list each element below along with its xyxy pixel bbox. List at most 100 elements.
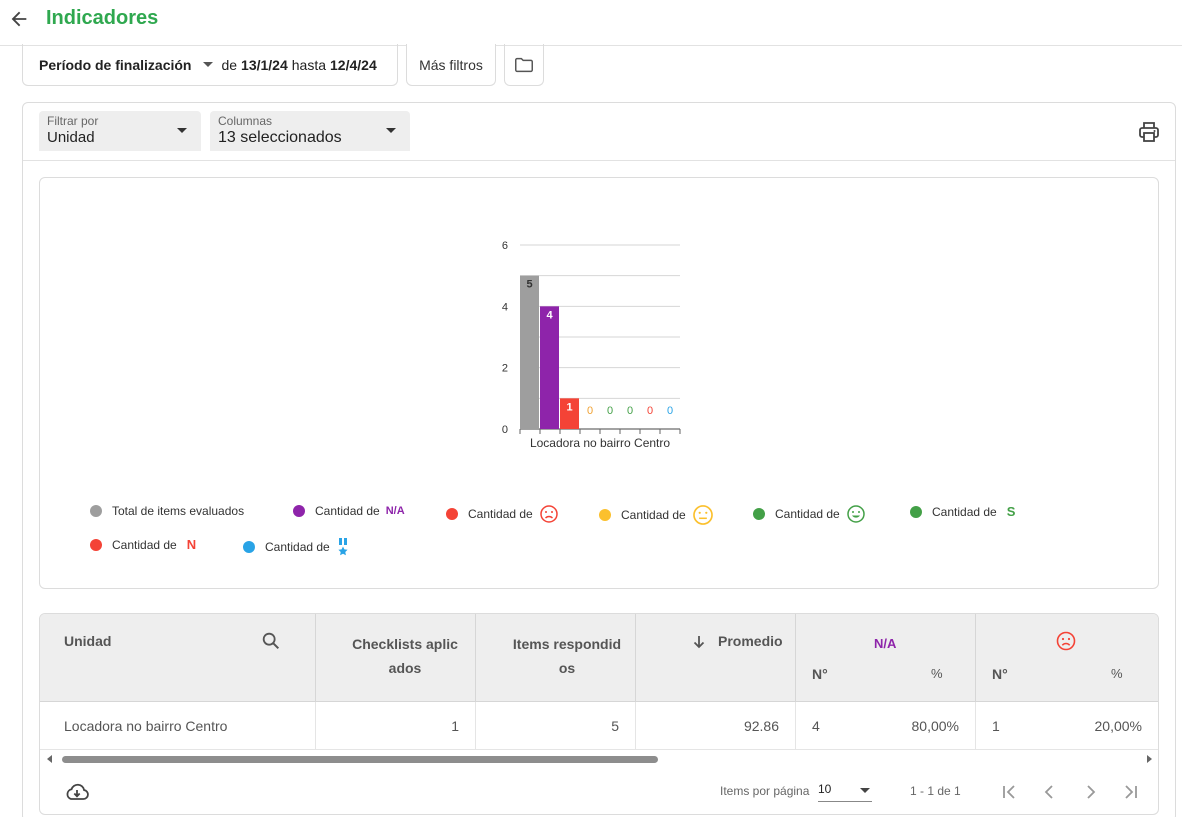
column-title-average: Promedio [718,633,783,649]
legend-label: Total de items evaluados [112,504,245,518]
last-page-icon [1125,785,1137,799]
period-label: Período de finalización [39,56,192,73]
x-category-label: Locadora no bairro Centro [530,436,670,450]
happy-face-icon [846,504,866,524]
cloud-download-icon[interactable] [64,780,90,806]
columns-select[interactable]: Columnas 13 seleccionados [210,111,410,151]
legend-item[interactable]: Cantidad de [599,504,714,526]
page-title: Indicadores [46,7,159,29]
column-header-checklists[interactable]: Checklists aplic ados [316,614,476,702]
legend-suffix: N/A [385,505,405,517]
y-tick-label: 0 [502,424,508,436]
column-header-items[interactable]: Items respondid os [476,614,636,702]
legend-item[interactable]: Cantidad de N/A [293,504,405,518]
legend-item[interactable]: Cantidad de [753,504,866,524]
bar-data-label: 1 [566,401,572,413]
search-icon[interactable] [260,630,282,652]
bar-1 [520,275,539,429]
scroll-left-icon[interactable] [47,755,52,763]
table-header: Unidad Checklists aplic ados Items respo… [40,614,1158,702]
legend-dot [293,505,305,517]
period-from-date: 13/1/24 [241,56,288,73]
cell-average: 92.86 [636,702,796,750]
cell-sad-count: 1 [992,718,1000,734]
neutral-face-icon [692,504,714,526]
legend-label: Cantidad de [468,507,533,521]
legend-suffix: S [1006,504,1016,519]
bar-data-label: 0 [627,405,633,417]
sad-face-icon [1056,631,1076,651]
cell-checklists: 1 [316,702,476,750]
previous-page-button[interactable] [1036,778,1064,806]
scroll-right-icon[interactable] [1147,755,1152,763]
chevron-right-icon [1087,785,1096,799]
legend-dot [599,509,611,521]
folder-button[interactable] [504,44,544,86]
legend-dot [753,508,765,520]
medal-icon [336,537,350,557]
legend-item[interactable]: Cantidad de [446,504,559,524]
column-header-unit[interactable]: Unidad [40,614,316,702]
column-header-average[interactable]: Promedio [636,614,796,702]
legend-label: Cantidad de [932,504,997,519]
bar-data-label: 0 [667,405,673,417]
chevron-down-icon [203,62,214,67]
column-title-unit: Unidad [64,633,112,649]
sad-face-icon [539,504,559,524]
legend-item[interactable]: Cantidad de S [910,504,1015,519]
panel-toolbar: Filtrar por Unidad Columnas 13 seleccion… [23,103,1175,161]
legend-label: Cantidad de [315,504,380,518]
scrollbar-thumb[interactable] [62,756,658,763]
legend-item[interactable]: Cantidad de N [90,537,196,552]
legend-suffix: N [186,537,197,552]
top-bar: Indicadores [0,0,1182,46]
print-icon[interactable] [1137,120,1161,144]
period-filter[interactable]: Período de finalización de 13/1/24 hasta… [22,44,398,86]
y-tick-label: 6 [502,240,508,252]
bar-data-label: 4 [546,309,553,321]
cell-na-percent: 80,00% [911,718,959,734]
legend-item[interactable]: Cantidad de [243,537,350,557]
dropdown-arrow-icon [386,128,396,133]
bar-2 [540,306,559,429]
na-number-header: N° [812,666,828,682]
first-page-button[interactable] [996,778,1024,806]
y-tick-label: 2 [502,363,508,375]
dropdown-arrow-icon [177,128,187,133]
last-page-button[interactable] [1116,778,1144,806]
column-title-items: Items respondid os [512,636,622,676]
more-filters-button[interactable]: Más filtros [406,44,496,86]
y-tick-label: 4 [502,301,508,313]
bar-data-label: 5 [526,279,532,291]
bar-3 [560,398,579,429]
columns-value: 13 seleccionados [218,129,342,146]
legend-dot [90,538,102,551]
items-per-page-select[interactable]: 10 [818,782,872,802]
sad-number-header: N° [992,666,1008,682]
pagination-range: 1 - 1 de 1 [910,784,961,798]
next-page-button[interactable] [1076,778,1104,806]
filter-by-value: Unidad [47,129,95,146]
indicators-panel: Filtrar por Unidad Columnas 13 seleccion… [22,102,1176,817]
na-header-label: N/A [874,636,897,651]
chevron-left-icon [1044,785,1053,799]
back-arrow-icon[interactable] [8,8,30,30]
filter-by-select[interactable]: Filtrar por Unidad [39,111,201,151]
table-row[interactable]: Locadora no bairro Centro 1 5 92.86 4 80… [40,702,1158,750]
period-to-date: 12/4/24 [330,56,377,73]
legend-dot [90,505,102,517]
period-from-word: de [221,56,238,73]
legend-item[interactable]: Total de items evaluados [90,504,244,518]
legend-dot [910,505,922,518]
cell-na-count: 4 [812,718,820,734]
dropdown-arrow-icon [860,788,870,793]
chart-card: 0 2 4 6 5 4 1 0 0 0 0 0 Locadora no bairro Centro To… [39,177,1159,589]
horizontal-scrollbar[interactable] [40,752,1158,766]
cell-sad-percent: 20,00% [1094,718,1142,734]
sad-percent-header: % [1111,666,1123,681]
column-group-sad: N° % [976,614,1158,702]
column-group-na: N/A N° % [796,614,976,702]
filter-by-label: Filtrar por [47,114,99,128]
items-per-page-value: 10 [818,782,832,796]
first-page-icon [1003,785,1015,799]
